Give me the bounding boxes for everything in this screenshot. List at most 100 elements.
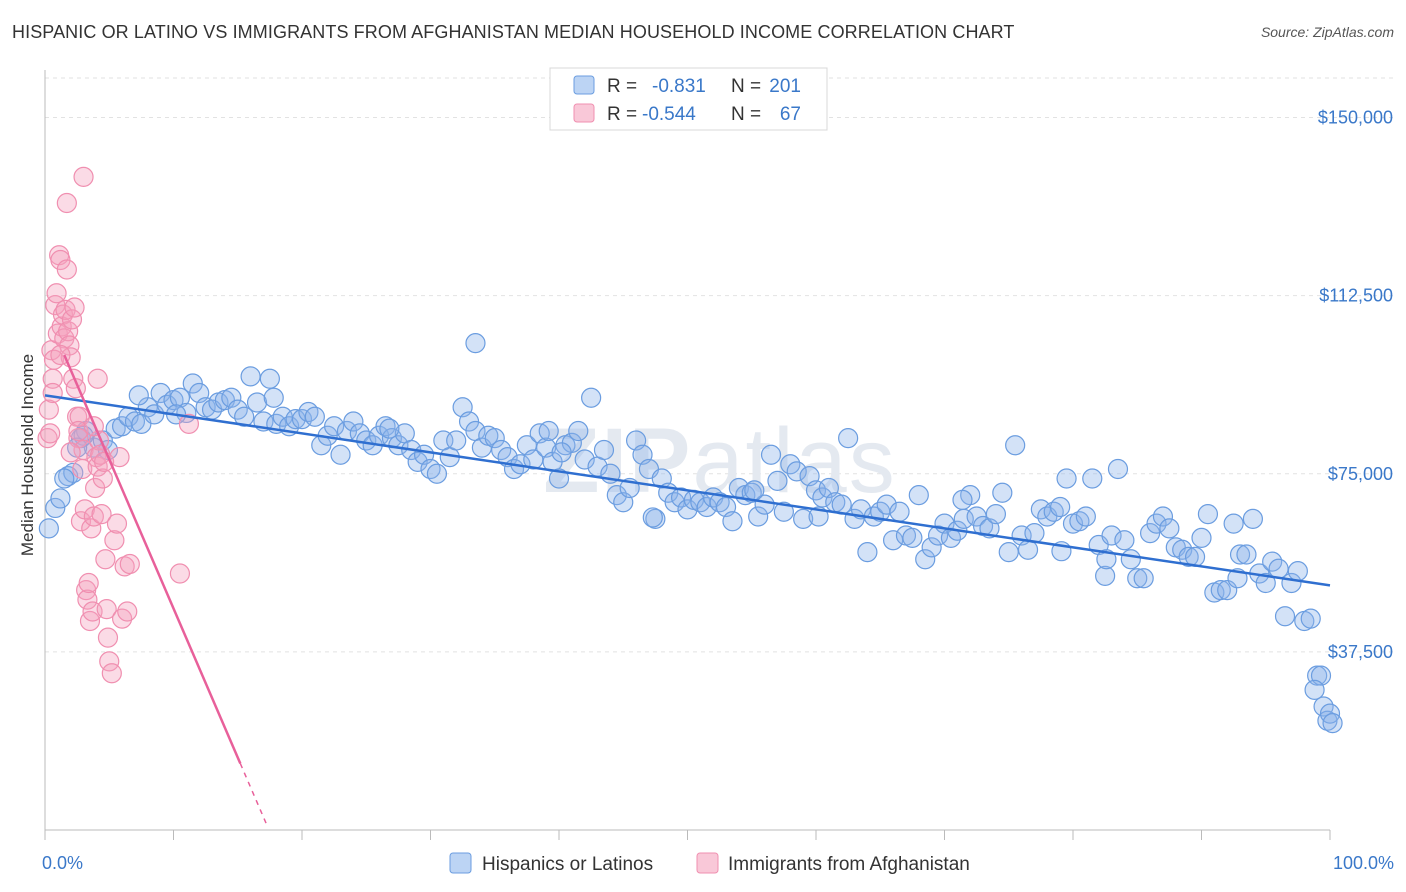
afghan-point-7: [46, 283, 67, 304]
hispanic-point-157: [1050, 496, 1071, 518]
legend-n-value-pink: 67: [780, 104, 801, 125]
afghan-point-36: [83, 506, 104, 527]
hispanic-point-82: [568, 420, 589, 442]
hispanic-point-161: [1075, 506, 1096, 527]
afghan-point-19: [61, 309, 83, 330]
afghan-point-65: [60, 442, 81, 463]
hispanic-point-184: [1223, 513, 1244, 534]
afghan-point-31: [77, 589, 98, 610]
afghan-point-15: [56, 259, 77, 280]
afghan-point-50: [104, 530, 125, 551]
hispanic-point-149: [998, 542, 1019, 563]
afghan-point-26: [70, 511, 92, 532]
hispanic-point-112: [760, 444, 782, 465]
hispanic-point-209: [128, 385, 149, 406]
hispanic-point-148: [992, 482, 1013, 503]
hispanic-point-202: [1322, 713, 1343, 734]
afghan-trend-extension: [239, 763, 267, 824]
hispanic-point-135: [908, 485, 929, 506]
hispanic-point-185: [1229, 544, 1251, 565]
hispanic-point-132: [889, 501, 910, 522]
hispanic-point-31: [240, 366, 261, 387]
hispanic-point-45: [330, 444, 351, 465]
hispanic-point-1: [45, 497, 66, 519]
hispanic-point-219: [952, 489, 973, 510]
hispanic-point-187: [1242, 508, 1264, 529]
hispanic-point-138: [927, 525, 949, 546]
afghan-point-66: [42, 382, 63, 404]
hispanic-point-0: [38, 518, 59, 539]
afghan-point-32: [78, 572, 99, 594]
afghan-point-49: [101, 663, 122, 684]
y-tick-label-1: $75,000: [1328, 464, 1393, 484]
hispanic-point-34: [259, 368, 280, 389]
y-tick-labels: $37,500 $75,000 $112,500 $150,000: [1318, 108, 1393, 662]
afghan-point-56: [119, 553, 140, 575]
legend-r-value-pink: -0.544: [642, 104, 696, 125]
hispanic-point-208: [263, 387, 284, 408]
hispanic-point-194: [1287, 561, 1308, 582]
y-axis-label: Median Household Income: [18, 354, 37, 556]
hispanic-point-32: [246, 392, 268, 413]
hispanic-point-218: [1096, 549, 1117, 570]
axis-layer: [44, 70, 1331, 840]
hispanic-point-174: [1159, 518, 1180, 539]
hispanic-point-137: [921, 537, 942, 558]
y-tick-label-3: $150,000: [1318, 108, 1393, 128]
hispanic-point-44: [324, 416, 345, 437]
legend-r-value-blue: -0.831: [652, 76, 706, 97]
hispanic-point-147: [985, 504, 1007, 525]
series-legend-swatch-blue: [449, 852, 472, 874]
legend-r-label-pink: R =: [607, 104, 637, 125]
correlation-legend: R = -0.831 N = 201 R = -0.544 N = 67: [549, 67, 828, 131]
series-legend-label-blue: Hispanics or Latinos: [482, 854, 653, 875]
afghan-trend-line: [63, 354, 242, 764]
x-tick-label-max: 100.0%: [1333, 853, 1394, 873]
hispanic-point-109: [741, 482, 762, 503]
hispanic-point-158: [1056, 468, 1077, 489]
hispanic-point-83: [574, 449, 595, 470]
afghan-point-48: [99, 651, 120, 672]
hispanic-point-214: [551, 442, 572, 463]
afghan-point-58: [73, 166, 94, 187]
hispanic-point-30: [234, 406, 255, 427]
hispanic-point-150: [1005, 435, 1026, 456]
hispanic-point-182: [1210, 580, 1231, 601]
hispanic-point-106: [722, 511, 743, 532]
hispanic-point-130: [876, 494, 897, 515]
hispanic-point-196: [1300, 608, 1321, 629]
afghan-point-25: [69, 406, 90, 427]
hispanic-trend-line: [44, 394, 1331, 587]
hispanic-point-63: [446, 430, 467, 451]
afghan-point-1: [38, 399, 59, 420]
afghan-point-63: [178, 413, 200, 434]
afghan-point-61: [87, 368, 108, 389]
hispanic-point-189: [1255, 572, 1276, 594]
afghan-point-62: [169, 563, 191, 584]
y-tick-label-0: $37,500: [1328, 642, 1393, 662]
hispanic-point-186: [1236, 544, 1257, 565]
afghan-point-28: [73, 439, 94, 461]
hispanic-point-212: [538, 420, 559, 442]
hispanic-point-213: [744, 480, 765, 501]
hispanic-point-192: [1274, 606, 1296, 627]
legend-swatch-blue: [573, 75, 595, 95]
afghan-point-52: [109, 447, 130, 468]
hispanic-point-164: [1095, 565, 1116, 586]
afghan-point-2: [40, 423, 61, 444]
hispanic-point-86: [593, 439, 615, 461]
hispanic-point-215: [642, 507, 663, 528]
y-tick-label-2: $112,500: [1319, 286, 1393, 306]
legend-swatch-pink: [573, 103, 595, 123]
hispanic-point-166: [1107, 458, 1129, 480]
hispanic-point-177: [1178, 546, 1199, 567]
series-legend-label-pink: Immigrants from Afghanistan: [728, 854, 970, 875]
hispanic-point-216: [808, 506, 829, 527]
hispanic-point-127: [857, 542, 878, 563]
hispanic-point-117: [793, 508, 814, 529]
hispanic-point-28: [221, 387, 242, 408]
hispanic-point-41: [304, 406, 325, 427]
hispanic-point-168: [1120, 549, 1141, 570]
legend-n-value-blue: 201: [769, 76, 801, 97]
